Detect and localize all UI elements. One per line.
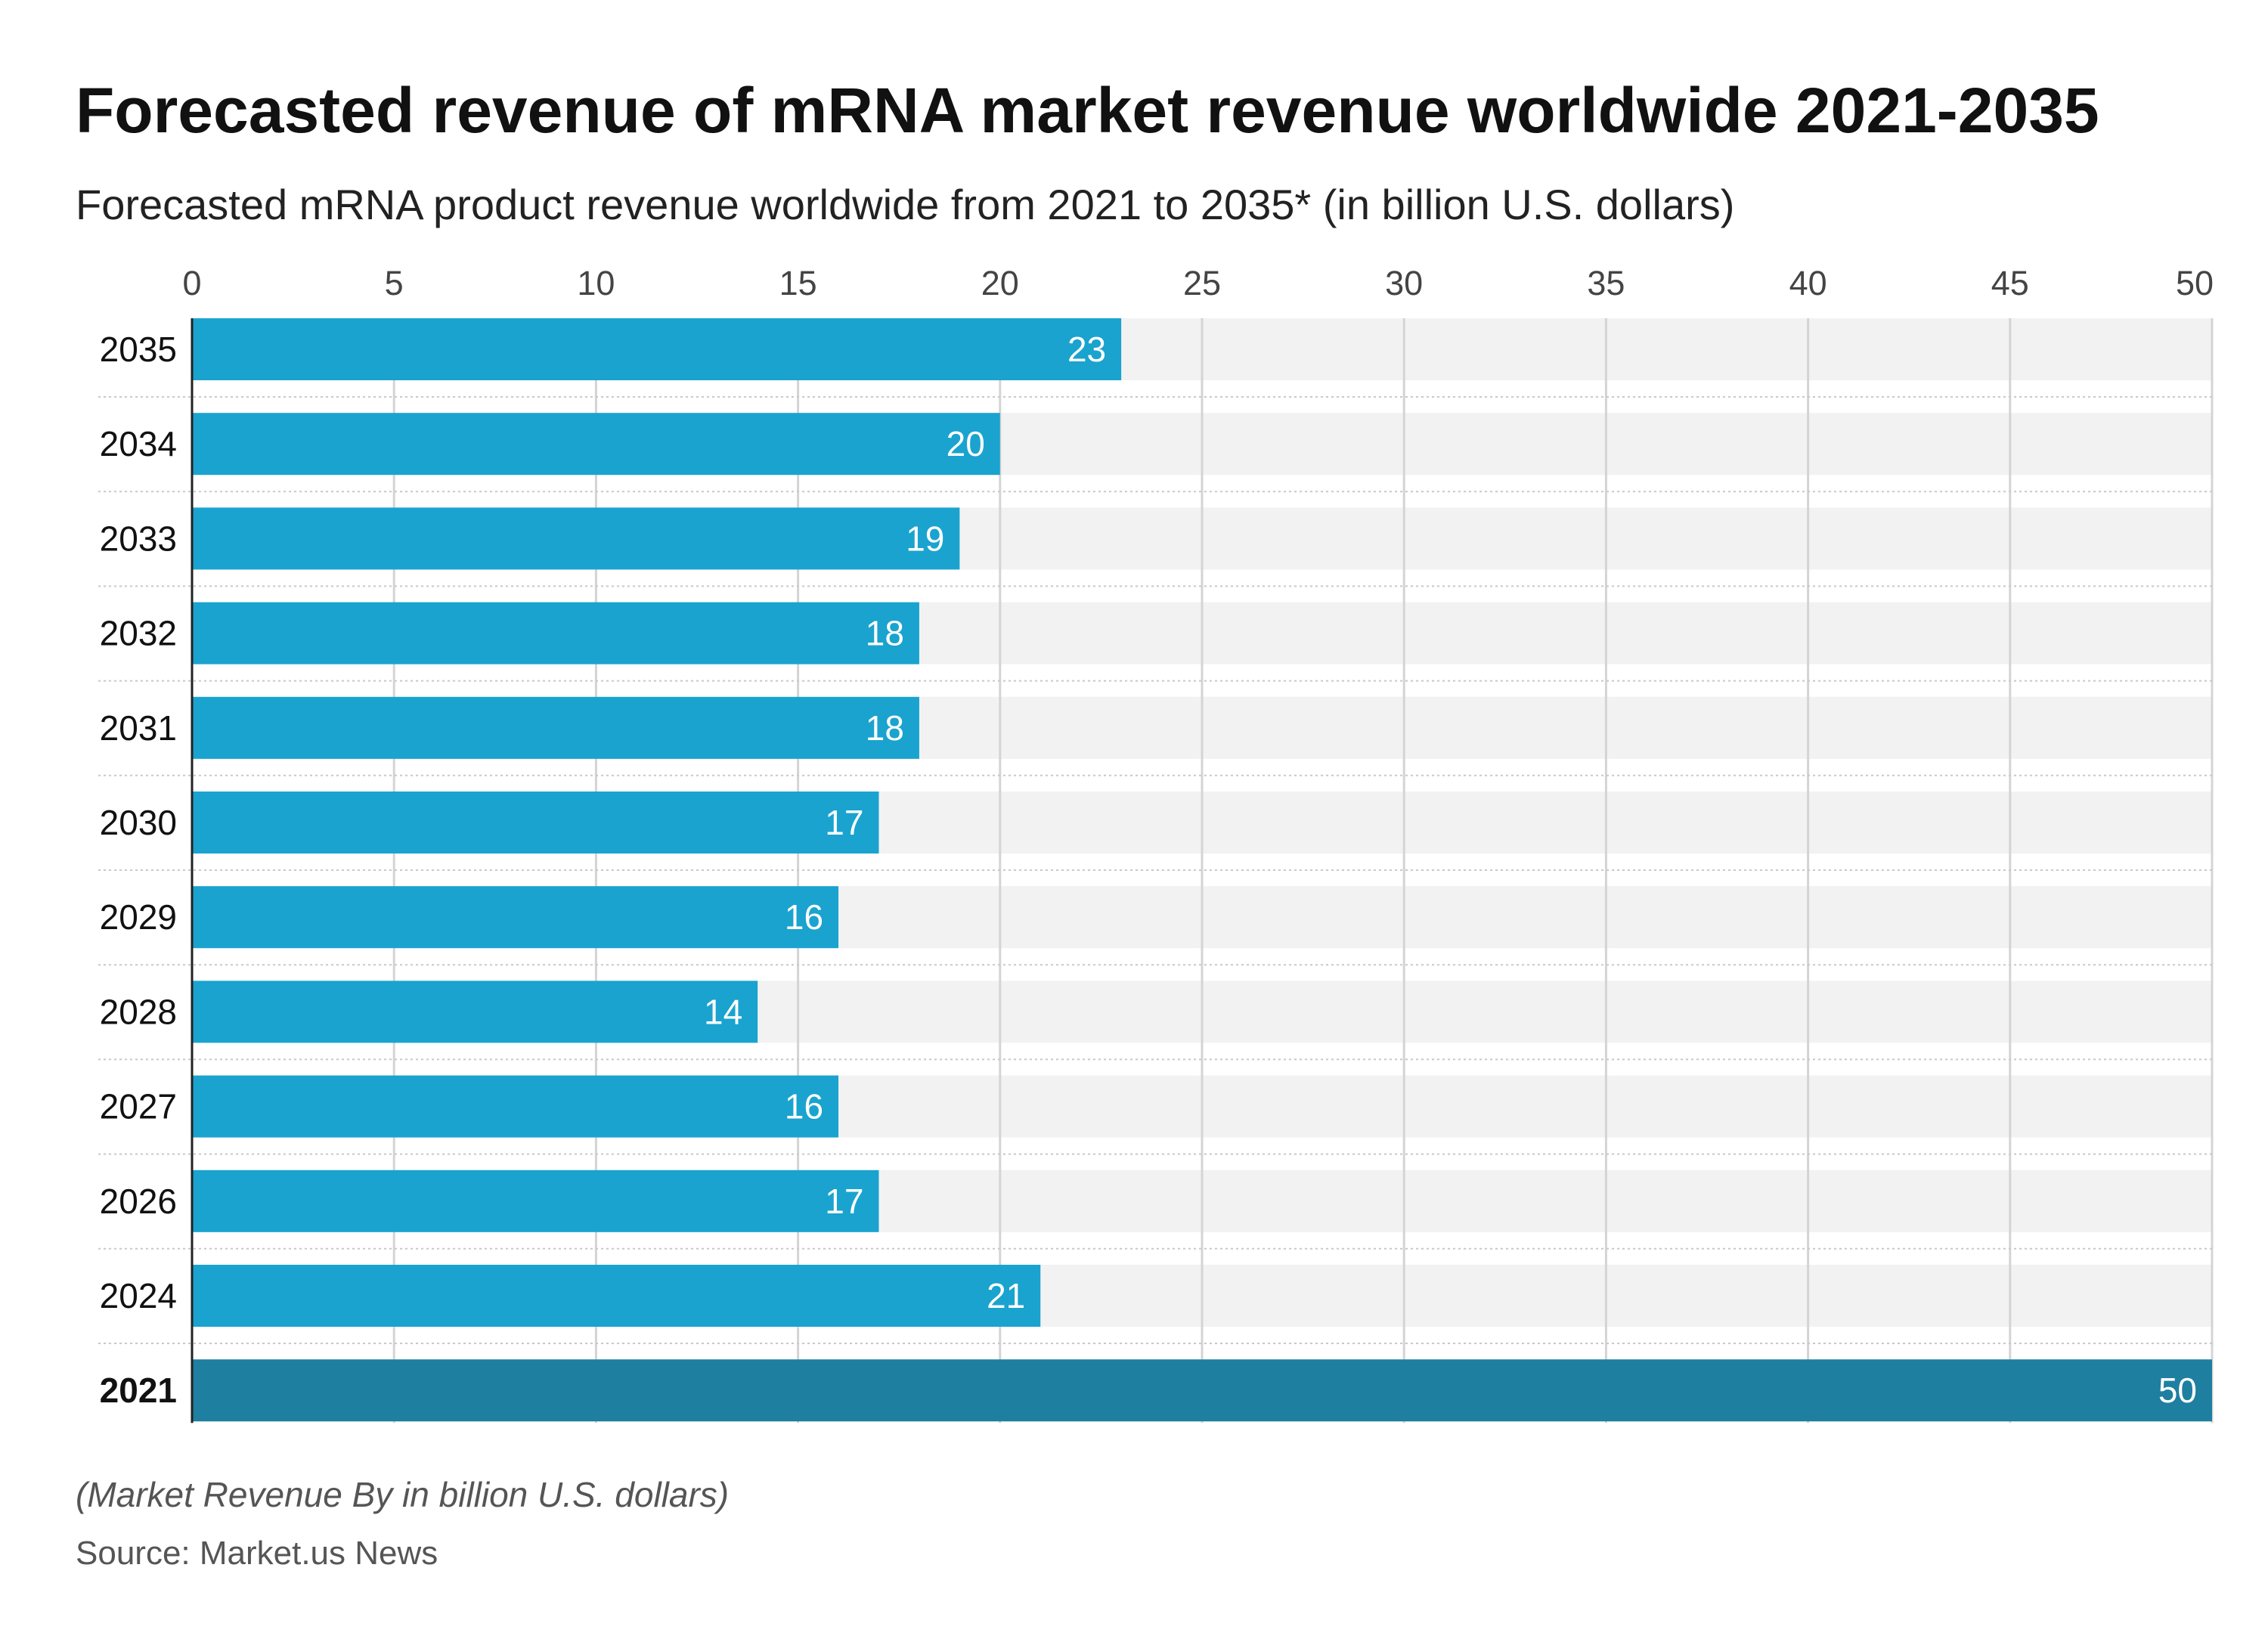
category-label: 2029 bbox=[100, 897, 177, 937]
data-label: 18 bbox=[866, 708, 904, 748]
x-tick-label: 50 bbox=[2176, 264, 2214, 302]
x-tick-label: 0 bbox=[182, 264, 201, 302]
x-tick-label: 45 bbox=[1991, 264, 2029, 302]
data-label: 16 bbox=[785, 897, 823, 937]
x-tick-labels: 0 5 10 15 20 25 30 35 40 45 50 bbox=[182, 264, 2214, 302]
category-label: 2024 bbox=[100, 1276, 177, 1315]
bar-2031 bbox=[192, 696, 919, 759]
category-label: 2033 bbox=[100, 519, 177, 558]
data-label: 50 bbox=[2158, 1371, 2197, 1410]
x-tick-label: 5 bbox=[385, 264, 404, 302]
bar-2030 bbox=[192, 792, 879, 854]
category-label: 2026 bbox=[100, 1182, 177, 1221]
data-label: 20 bbox=[947, 424, 985, 463]
category-label: 2030 bbox=[100, 803, 177, 842]
data-label: 21 bbox=[987, 1276, 1025, 1315]
category-label: 2031 bbox=[100, 708, 177, 748]
data-label: 14 bbox=[704, 992, 742, 1031]
chart-title: Forecasted revenue of mRNA market revenu… bbox=[76, 75, 2099, 146]
category-label: 2032 bbox=[100, 614, 177, 653]
chart-subtitle: Forecasted mRNA product revenue worldwid… bbox=[76, 181, 1735, 228]
x-tick-label: 15 bbox=[779, 264, 817, 302]
category-label: 2028 bbox=[100, 992, 177, 1031]
x-tick-label: 35 bbox=[1587, 264, 1625, 302]
data-label: 23 bbox=[1067, 330, 1106, 369]
bar-2033 bbox=[192, 507, 960, 570]
bar-2026 bbox=[192, 1170, 879, 1232]
data-label: 17 bbox=[825, 803, 863, 842]
x-tick-label: 20 bbox=[981, 264, 1019, 302]
value-labels: 23 20 19 18 18 17 16 14 16 17 21 50 bbox=[704, 330, 2197, 1410]
bars bbox=[192, 318, 2212, 1422]
bar-2029 bbox=[192, 886, 839, 949]
source-credit: Source: Market.us News bbox=[76, 1535, 438, 1572]
category-label: 2035 bbox=[100, 330, 177, 369]
data-label: 19 bbox=[906, 519, 944, 558]
bar-2035 bbox=[192, 318, 1122, 380]
category-labels: 2035 2034 2033 2032 2031 2030 2029 2028 2027 2026… bbox=[100, 330, 177, 1410]
bar-chart: 23 20 19 18 18 17 16 14 16 17 21 50 0 5 10 15 20 25 30 35 4… bbox=[98, 264, 2214, 1424]
bar-2021 bbox=[192, 1359, 2212, 1422]
bar-2032 bbox=[192, 602, 919, 665]
bar-2027 bbox=[192, 1075, 839, 1138]
category-label: 2034 bbox=[100, 424, 177, 463]
x-tick-label: 40 bbox=[1789, 264, 1827, 302]
bar-2028 bbox=[192, 981, 758, 1043]
bar-2024 bbox=[192, 1265, 1041, 1327]
data-label: 18 bbox=[866, 614, 904, 653]
x-tick-label: 30 bbox=[1385, 264, 1423, 302]
chart-note: (Market Revenue By in billion U.S. dolla… bbox=[76, 1475, 730, 1514]
category-label: 2027 bbox=[100, 1087, 177, 1126]
data-label: 16 bbox=[785, 1087, 823, 1126]
bar-2034 bbox=[192, 413, 1000, 476]
category-label: 2021 bbox=[100, 1371, 177, 1410]
x-tick-label: 25 bbox=[1183, 264, 1221, 302]
x-tick-label: 10 bbox=[577, 264, 615, 302]
data-label: 17 bbox=[825, 1182, 863, 1221]
